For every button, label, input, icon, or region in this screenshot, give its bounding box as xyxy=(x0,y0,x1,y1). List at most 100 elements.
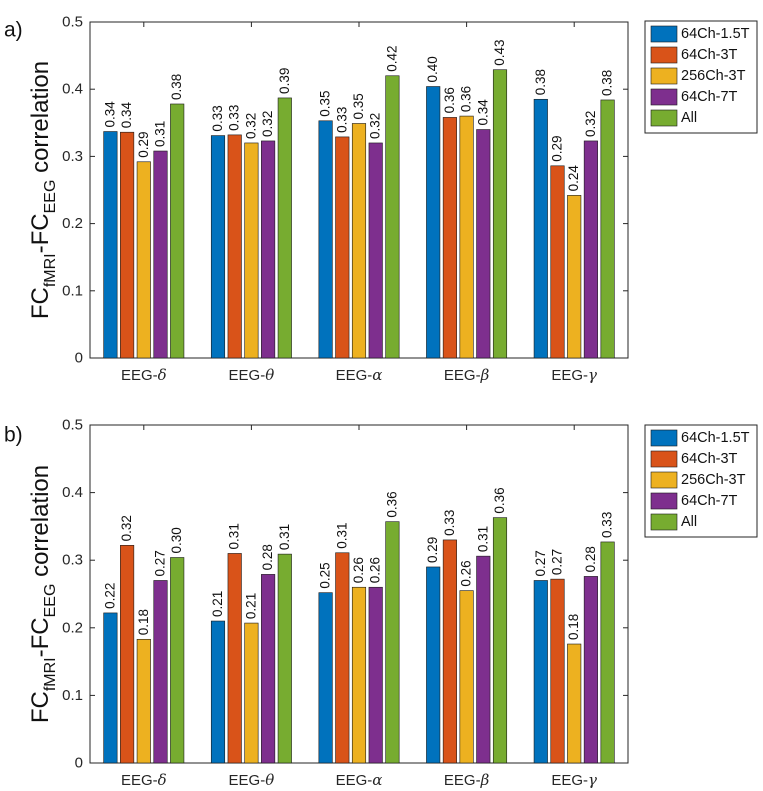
bar-value-label: 0.39 xyxy=(277,68,292,94)
y-axis-label-tail: correlation xyxy=(27,61,54,180)
legend-entry-label: 256Ch-3T xyxy=(681,68,746,84)
bar-value-label: 0.38 xyxy=(600,70,615,96)
x-tick-label-symbol: δ xyxy=(158,366,167,384)
x-tick-label-prefix: EEG- xyxy=(229,367,266,384)
x-tick-label-prefix: EEG- xyxy=(336,772,373,789)
bar xyxy=(385,521,400,764)
y-tick-label: 0.3 xyxy=(62,148,83,165)
bar xyxy=(459,115,474,359)
legend-swatch xyxy=(650,513,678,531)
bar-value-label: 0.38 xyxy=(169,74,184,100)
x-tick-label-symbol: α xyxy=(372,366,382,384)
panel-b: b) 0 0.1 0.2 0.3 0.4 0.5 FCfMRI-FCEEG correlati… xyxy=(4,417,758,789)
y-tick-label: 0.1 xyxy=(62,282,83,299)
bar xyxy=(153,150,168,359)
y-axis-label-sub1: fMRI xyxy=(42,253,59,287)
legend-entry-label: 64Ch-7T xyxy=(681,493,738,509)
y-axis-label-tail: correlation xyxy=(27,465,54,584)
bar-value-label: 0.26 xyxy=(351,557,366,583)
x-tick-label: EEG-θ xyxy=(229,771,275,789)
bar xyxy=(170,103,185,359)
bar-value-label: 0.36 xyxy=(492,487,507,513)
legend-swatch xyxy=(650,67,678,85)
bar xyxy=(442,117,457,359)
bar xyxy=(120,545,135,764)
bar-value-label: 0.29 xyxy=(550,136,565,162)
bar-value-label: 0.29 xyxy=(136,131,151,157)
bar-value-label: 0.21 xyxy=(243,593,258,619)
x-tick-label-prefix: EEG- xyxy=(444,772,481,789)
bar xyxy=(368,586,383,764)
x-tick-label: EEG-α xyxy=(336,366,383,384)
bar xyxy=(318,120,333,359)
bar-value-label: 0.34 xyxy=(102,101,117,128)
bar-value-label: 0.42 xyxy=(384,45,399,71)
bar-value-label: 0.43 xyxy=(492,39,507,65)
bar-value-label: 0.22 xyxy=(102,583,117,609)
bar-value-label: 0.31 xyxy=(475,526,490,552)
x-tick-label: EEG-α xyxy=(336,771,383,789)
bar-value-label: 0.31 xyxy=(334,522,349,548)
y-tick-label: 0.5 xyxy=(62,14,83,31)
bar xyxy=(459,590,474,764)
legend-entry-label: 64Ch-1.5T xyxy=(681,26,750,42)
bar-value-label: 0.27 xyxy=(533,550,548,576)
legend-swatch xyxy=(650,88,678,106)
x-tick-label-prefix: EEG- xyxy=(336,367,373,384)
x-tick-label: EEG-γ xyxy=(551,771,597,789)
bar-value-label: 0.26 xyxy=(459,560,474,586)
bar xyxy=(335,136,350,359)
legend-swatch xyxy=(650,109,678,127)
bar-value-label: 0.31 xyxy=(153,121,168,147)
bar xyxy=(227,134,242,359)
bar-value-label: 0.36 xyxy=(384,491,399,517)
bar xyxy=(227,553,242,764)
bar-value-label: 0.27 xyxy=(550,549,565,575)
bar xyxy=(476,555,491,764)
y-axis-label-base1: FC xyxy=(27,287,54,319)
y-axis-label-sub1: fMRI xyxy=(42,657,59,691)
bar xyxy=(244,142,259,359)
bar xyxy=(136,638,151,764)
bar-value-label: 0.28 xyxy=(583,546,598,572)
y-axis-label-base1: FC xyxy=(27,691,54,723)
legend-entry-label: 64Ch-3T xyxy=(681,47,738,63)
bar xyxy=(442,539,457,764)
bar xyxy=(600,99,615,359)
bar xyxy=(335,552,350,764)
x-tick-label: EEG-β xyxy=(444,366,490,384)
bar xyxy=(550,578,565,764)
bar-value-label: 0.35 xyxy=(351,93,366,119)
bar xyxy=(426,566,441,764)
bar-value-label: 0.33 xyxy=(334,107,349,133)
bar xyxy=(351,586,367,764)
y-axis-label-mid: -FC xyxy=(27,213,54,253)
bar xyxy=(567,643,582,764)
legend-swatch xyxy=(650,450,678,468)
x-tick-label-symbol: γ xyxy=(588,771,597,789)
y-tick-label: 0.4 xyxy=(62,81,83,98)
bar-value-label: 0.30 xyxy=(169,527,184,553)
bar xyxy=(426,86,441,359)
x-tick-label: EEG-θ xyxy=(229,366,275,384)
bar-value-label: 0.31 xyxy=(277,524,292,550)
bar-value-label: 0.33 xyxy=(210,105,225,131)
bar xyxy=(318,592,333,764)
bar xyxy=(210,135,226,359)
bar-value-label: 0.25 xyxy=(318,562,333,588)
legend-swatch xyxy=(650,492,678,510)
x-tick-label-symbol: θ xyxy=(265,771,274,789)
bar-value-label: 0.28 xyxy=(260,544,275,570)
bar xyxy=(153,580,168,764)
legend-swatch xyxy=(650,429,678,447)
bar xyxy=(244,622,259,764)
bar xyxy=(136,161,151,359)
bar xyxy=(600,541,615,764)
bar xyxy=(492,517,508,764)
x-tick-label-symbol: β xyxy=(480,771,490,789)
bar xyxy=(210,620,226,764)
bar xyxy=(583,140,598,359)
bar xyxy=(120,131,135,359)
x-tick-label: EEG-γ xyxy=(551,366,597,384)
bar xyxy=(533,98,548,359)
